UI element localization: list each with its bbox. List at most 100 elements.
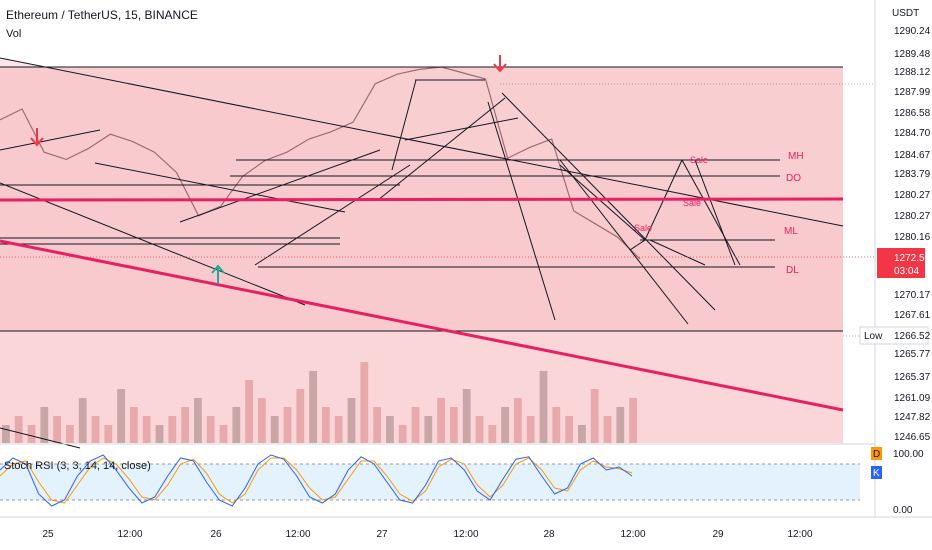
volume-bar xyxy=(130,407,138,443)
stoch-k-badge-text: K xyxy=(873,468,880,479)
volume-bar xyxy=(526,416,535,443)
volume-bar xyxy=(437,398,445,443)
volume-bar xyxy=(232,407,241,443)
level-label-do: DO xyxy=(786,173,801,184)
volume-bar xyxy=(565,416,573,443)
pink-trendline xyxy=(0,239,844,412)
price-axis-label: 1288.12 xyxy=(894,67,931,78)
price-axis-label: 1284.70 xyxy=(894,128,931,139)
volume-bar xyxy=(258,398,266,443)
low-label: Low xyxy=(864,331,883,342)
time-axis-label: 12:00 xyxy=(787,529,812,540)
time-axis[interactable] xyxy=(0,518,875,550)
sale-label: Sale xyxy=(690,155,708,165)
down-arrow-icon xyxy=(493,55,507,73)
sale-label: Sale xyxy=(683,198,701,208)
volume-bar xyxy=(2,425,10,443)
volume-bar xyxy=(578,425,586,443)
volume-bar xyxy=(219,425,228,443)
price-axis-label: 1283.79 xyxy=(894,169,931,180)
stoch-scale-top: 100.00 xyxy=(893,449,924,460)
stoch-rsi-label[interactable]: Stoch RSI (3, 3, 14, 14, close) xyxy=(4,460,151,472)
volume-bar xyxy=(245,380,253,443)
volume-bar xyxy=(373,407,381,443)
volume-bar xyxy=(616,407,625,443)
symbol-title[interactable]: Ethereum / TetherUS, 15, BINANCE xyxy=(6,8,198,22)
low-value: 1266.52 xyxy=(894,331,931,342)
volume-bar xyxy=(155,425,164,443)
volume-bar xyxy=(270,416,279,443)
down-arrow-icon xyxy=(30,128,44,147)
level-label-mh: MH xyxy=(788,151,804,162)
time-axis-label: 25 xyxy=(42,529,54,540)
time-axis-label: 12:00 xyxy=(620,529,645,540)
price-axis-label: 1289.48 xyxy=(894,49,931,60)
volume-bar xyxy=(66,425,74,443)
volume-bar xyxy=(552,407,561,443)
volume-bar xyxy=(309,371,317,443)
volume-indicator-label[interactable]: Vol xyxy=(6,28,22,40)
time-axis-label: 12:00 xyxy=(285,529,310,540)
volume-bar xyxy=(27,425,36,443)
volume-bar xyxy=(475,416,484,443)
price-axis-label: 1261.09 xyxy=(894,393,931,404)
volume-bar xyxy=(296,389,305,443)
time-axis-label: 12:00 xyxy=(117,529,142,540)
price-line xyxy=(0,66,641,260)
volume-bar xyxy=(590,389,599,443)
price-axis-top-label: 1290.24 xyxy=(894,26,931,37)
volume-bar xyxy=(322,407,330,443)
volume-bar xyxy=(181,407,189,443)
volume-bar xyxy=(514,398,522,443)
price-axis-label: 1265.77 xyxy=(894,349,931,360)
volume-bar xyxy=(603,416,612,443)
current-price-tag xyxy=(877,248,925,278)
volume-bar xyxy=(334,416,343,443)
volume-bar xyxy=(347,398,356,443)
price-axis-label: 1267.61 xyxy=(894,310,931,321)
volume-bar xyxy=(629,398,637,443)
level-label-ml: ML xyxy=(784,226,798,237)
volume-bar xyxy=(117,389,125,443)
price-axis-labels: 1289.48 1288.12 1287.99 1286.58 1284.70 1284.… xyxy=(894,49,931,443)
volume-bar xyxy=(398,425,407,443)
volume-bar xyxy=(142,416,151,443)
volume-bars xyxy=(2,362,637,443)
volume-bar xyxy=(424,416,433,443)
low-tag xyxy=(859,326,929,345)
price-axis-label: 1265.37 xyxy=(894,372,931,383)
price-axis-label: 1247.82 xyxy=(894,412,931,423)
volume-bar xyxy=(91,416,100,443)
volume-bar xyxy=(283,407,292,443)
price-axis-label: 1246.65 xyxy=(894,432,931,443)
time-axis-label: 28 xyxy=(543,529,555,540)
volume-bar xyxy=(14,416,23,443)
price-axis-label: 1280.27 xyxy=(894,190,931,201)
lower-zone xyxy=(0,331,843,443)
time-axis-label: 29 xyxy=(712,529,724,540)
volume-bar xyxy=(488,425,497,443)
volume-bar xyxy=(501,407,509,443)
stoch-d-line xyxy=(0,457,633,504)
stoch-k-line xyxy=(0,454,633,507)
time-axis-labels: 25 12:00 26 12:00 27 12:00 28 12:00 29 12:00 xyxy=(42,529,813,540)
level-label-dl: DL xyxy=(786,265,799,276)
volume-bar xyxy=(168,416,177,443)
currency-label: USDT xyxy=(892,8,920,19)
price-axis-label: 1284.67 xyxy=(894,150,931,161)
stoch-k-badge xyxy=(871,466,882,479)
price-axis-label: 1286.58 xyxy=(894,108,931,119)
volume-bar xyxy=(104,425,113,443)
price-axis-label: 1270.17 xyxy=(894,290,931,301)
key-level-line xyxy=(0,197,844,202)
volume-bar xyxy=(450,407,458,443)
price-axis-label: 1280.16 xyxy=(894,232,931,243)
time-axis-label: 26 xyxy=(210,529,222,540)
volume-bar xyxy=(386,416,394,443)
stoch-scale-bottom: 0.00 xyxy=(893,505,913,516)
time-axis-label: 12:00 xyxy=(453,529,478,540)
sale-label: Sale xyxy=(634,223,652,233)
volume-bar xyxy=(206,416,215,443)
volume-bar xyxy=(360,362,369,443)
